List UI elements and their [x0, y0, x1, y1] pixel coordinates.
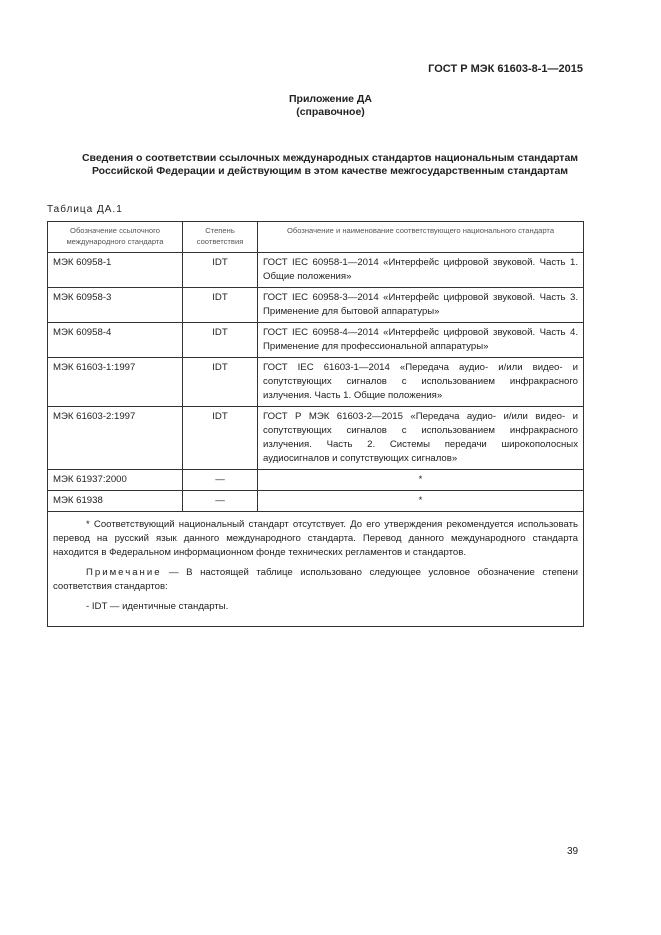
annex-heading: Приложение ДА (справочное) — [0, 93, 661, 119]
col-header-national: Обозначение и наименование соответствующ… — [257, 221, 584, 253]
cell-degree: IDT — [182, 357, 258, 407]
annex-subtitle: (справочное) — [296, 106, 365, 118]
document-id: ГОСТ Р МЭК 61603-8-1—2015 — [428, 63, 583, 75]
cell-national-standard: * — [257, 469, 584, 491]
table-row: МЭК 60958-3 IDT ГОСТ IEC 60958-3—2014 «Инт… — [47, 287, 584, 323]
cell-national-standard: ГОСТ IEC 61603-1—2014 «Передача аудио- и… — [257, 357, 584, 407]
cell-degree: IDT — [182, 287, 258, 323]
note-text: — В настоящей таблице использовано следу… — [53, 567, 578, 592]
table-row: МЭК 60958-4 IDT ГОСТ IEC 60958-4—2014 «Инт… — [47, 322, 584, 358]
cell-national-standard: * — [257, 490, 584, 512]
cell-intl-standard: МЭК 60958-4 — [47, 322, 183, 358]
table-row: МЭК 61938— * — [47, 490, 584, 512]
table-caption: Таблица ДА.1 — [47, 204, 123, 215]
section-title: Сведения о соответствии ссылочных междун… — [81, 152, 579, 177]
cell-intl-standard: МЭК 61603-2:1997 — [47, 406, 183, 470]
cell-national-standard: ГОСТ IEC 60958-1—2014 «Интерфейс цифрово… — [257, 252, 584, 288]
legend: - IDT — идентичные стандарты. — [86, 601, 229, 612]
cell-national-standard: ГОСТ IEC 60958-4—2014 «Интерфейс цифрово… — [257, 322, 584, 358]
note: Примечание — В настоящей таблице использ… — [53, 566, 578, 594]
correspondence-table: Обозначение ссылочного международного ст… — [47, 221, 584, 627]
col-header-degree: Степень соответствия — [182, 221, 258, 253]
cell-intl-standard: МЭК 60958-3 — [47, 287, 183, 323]
note-label: Примечание — [86, 567, 162, 578]
cell-national-standard: ГОСТ IEC 60958-3—2014 «Интерфейс цифрово… — [257, 287, 584, 323]
table-footnote-cell: * Соответствующий национальный стандарт … — [47, 511, 584, 627]
table-header-row: Обозначение ссылочного международного ст… — [47, 221, 584, 253]
cell-intl-standard: МЭК 61603-1:1997 — [47, 357, 183, 407]
col-header-intl: Обозначение ссылочного международного ст… — [47, 221, 183, 253]
cell-intl-standard: МЭК 60958-1 — [47, 252, 183, 288]
table-row: МЭК 61603-1:1997 IDT ГОСТ IEC 61603-1—2014… — [47, 357, 584, 407]
annex-title: Приложение ДА — [289, 93, 372, 105]
cell-degree: IDT — [182, 252, 258, 288]
footnote: * Соответствующий национальный стандарт … — [53, 519, 578, 558]
cell-degree: IDT — [182, 406, 258, 470]
page-number: 39 — [567, 846, 579, 857]
cell-degree: — — [182, 469, 258, 491]
cell-intl-standard: МЭК 61938 — [47, 490, 183, 512]
cell-national-standard: ГОСТ Р МЭК 61603-2—2015 «Передача аудио-… — [257, 406, 584, 470]
table-row: МЭК 61603-2:1997 IDT ГОСТ Р МЭК 61603-2—20… — [47, 406, 584, 470]
table-row: МЭК 61937:2000— * — [47, 469, 584, 491]
cell-degree: IDT — [182, 322, 258, 358]
cell-intl-standard: МЭК 61937:2000 — [47, 469, 183, 491]
cell-degree: — — [182, 490, 258, 512]
table-row: МЭК 60958-1 IDT ГОСТ IEC 60958-1—2014 «Инт… — [47, 252, 584, 288]
